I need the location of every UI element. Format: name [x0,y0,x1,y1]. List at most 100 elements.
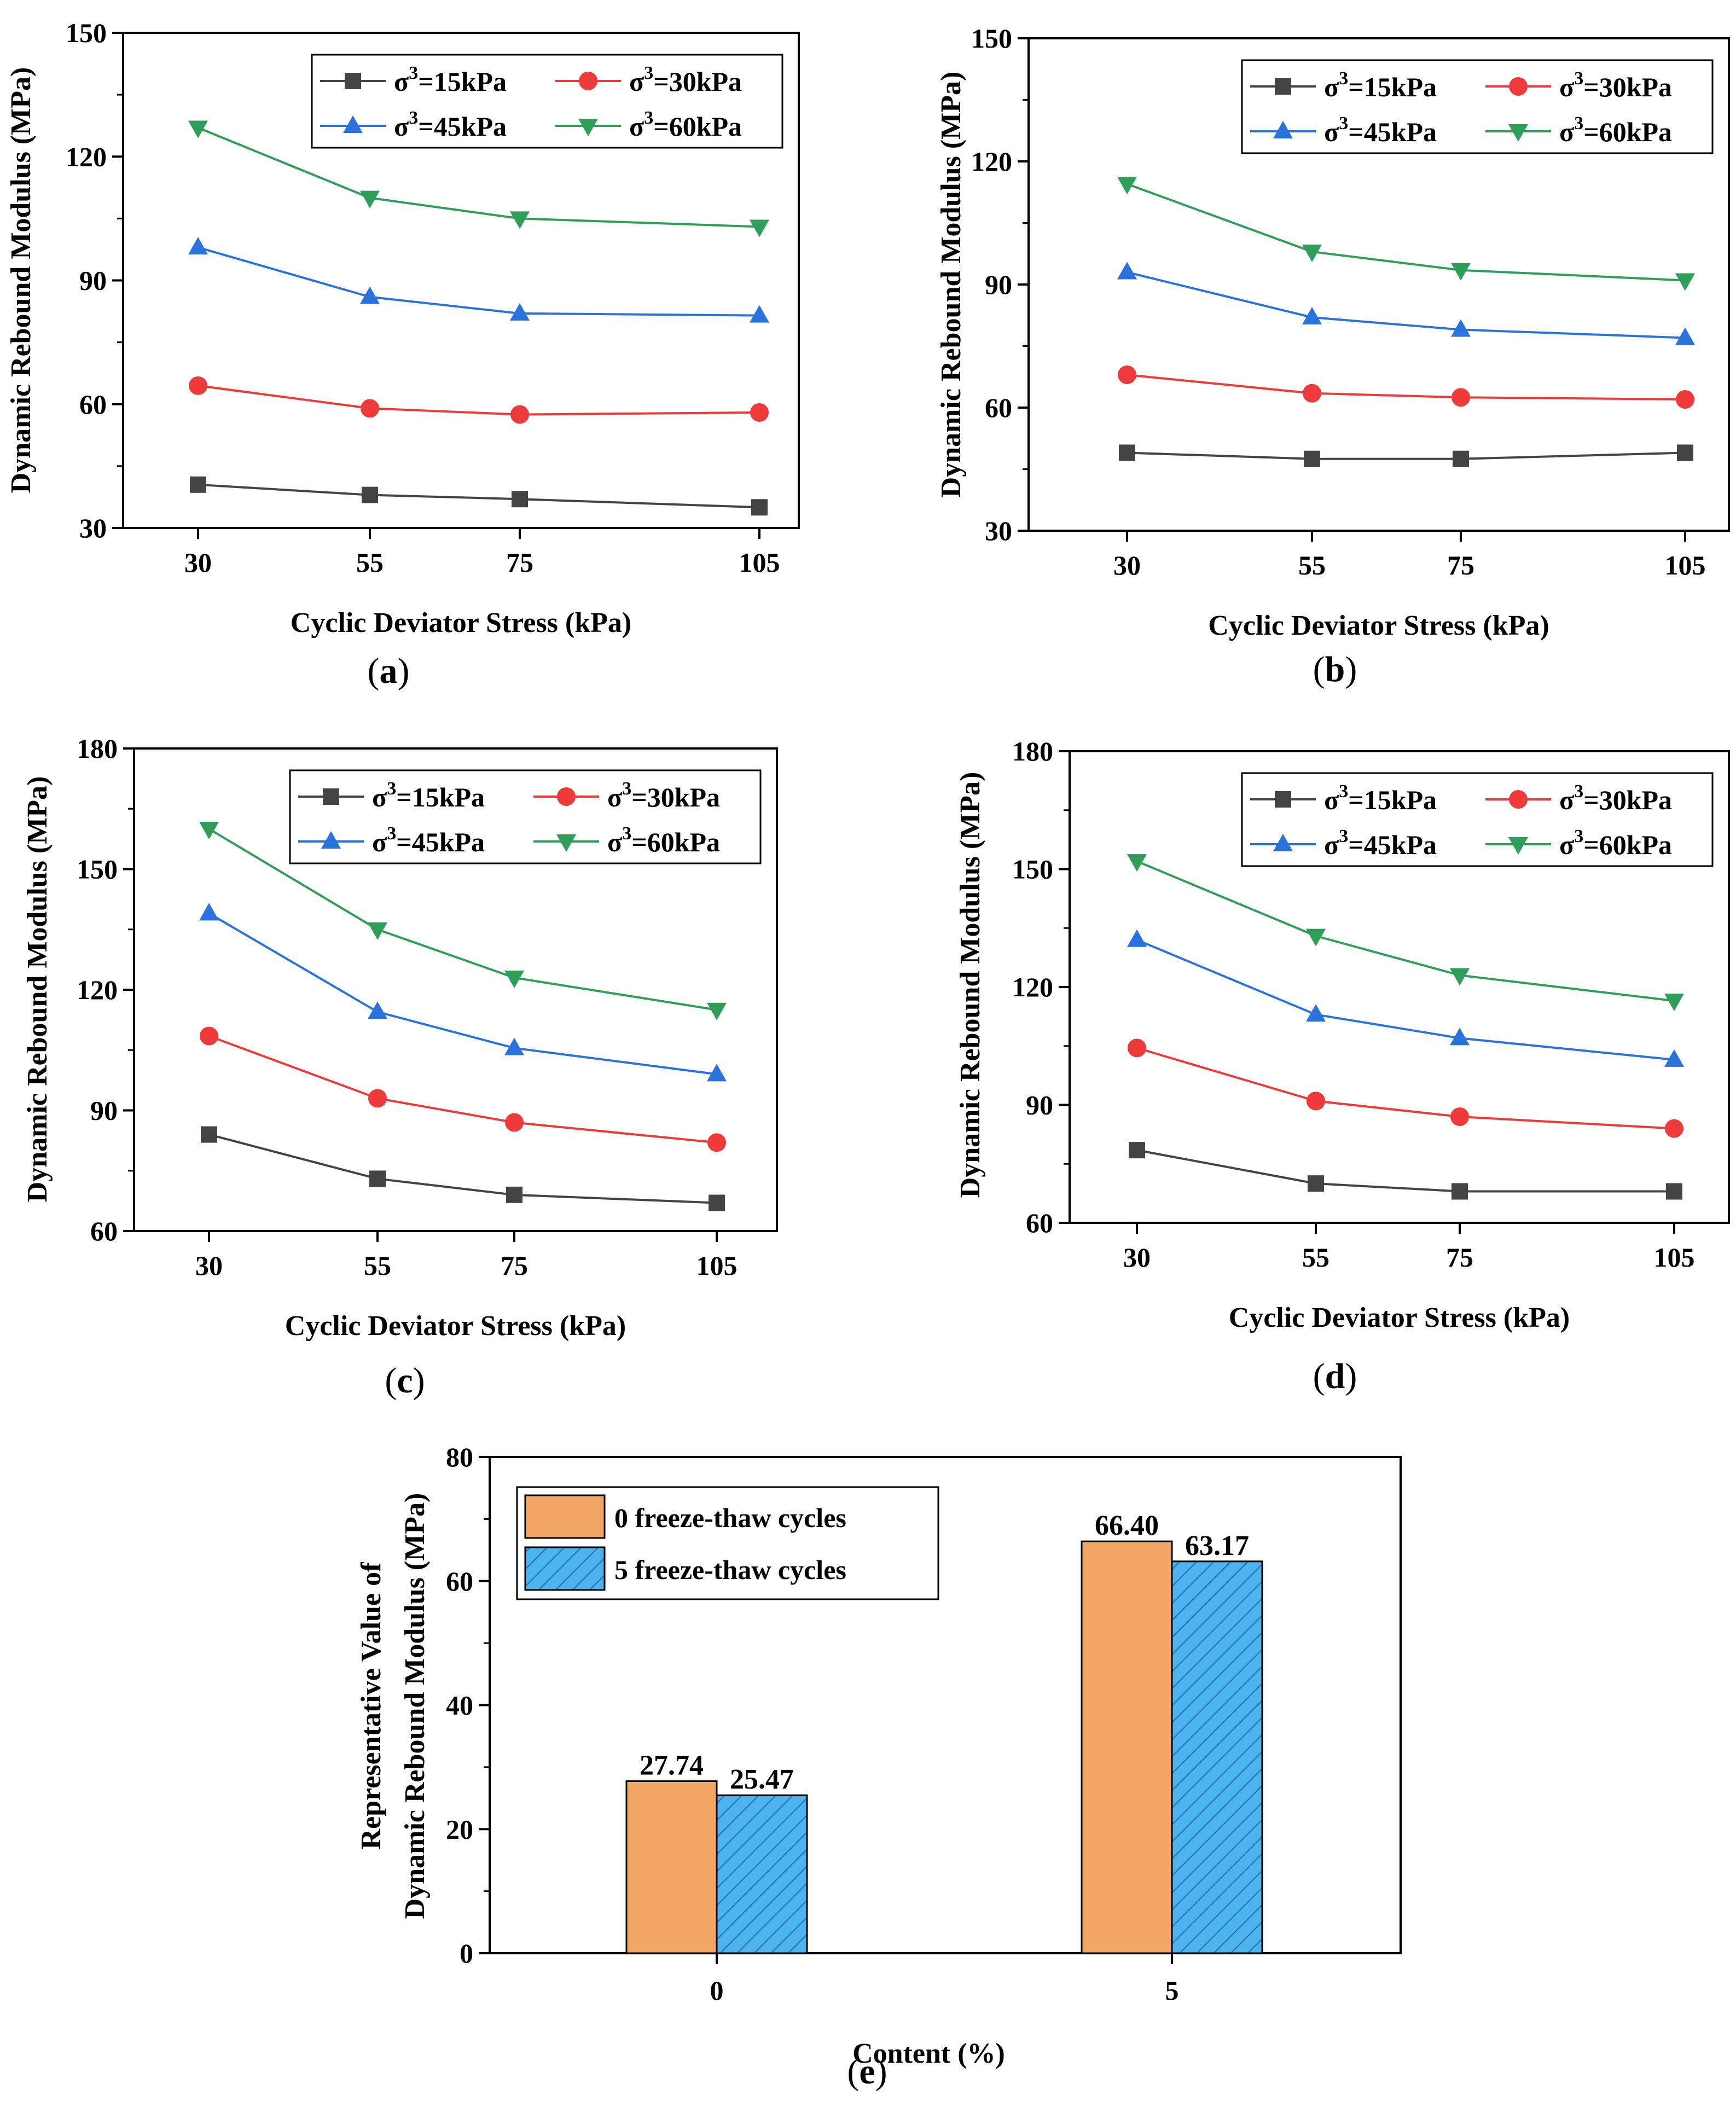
y-tick-label-d: 90 [1026,1090,1053,1121]
panel-e: 0 20 40 60 80 0 27.74 25.47 5 66.40 63.17 Content (… [356,1442,1402,2092]
marker-square-b-0 [1119,444,1135,461]
legend-entry-b-3: σ3=60kPa [1559,113,1672,147]
legend-sup: 3 [1574,113,1583,133]
y-tick-label-b: 30 [985,515,1012,546]
marker-circle-legend-a-1 [579,72,597,90]
legend-entry-c-2: σ3=45kPa [372,823,485,857]
legend-suffix: =15kPa [1348,72,1437,102]
marker-triangle-up-c-2 [707,1064,727,1082]
legend-sigma: σ [1559,785,1574,815]
legend-sigma: σ [1324,72,1339,102]
legend-sup: 3 [1574,781,1583,802]
bar-e-1-1 [1171,1560,1263,1954]
panel-c: 60 90 120 150 180 30 55 75 105 Cyclic Deviator St… [22,733,778,1401]
marker-square-legend-b-0 [1275,78,1291,95]
series-line-d-2 [1136,938,1675,1061]
x-tick-label-c: 30 [195,1250,223,1281]
x-tick-label-b: 30 [1113,550,1141,581]
caption-b: (b) [1313,649,1357,689]
bar-value-label-1-1: 63.17 [1185,1530,1249,1561]
bar-value-label-1-0: 25.47 [730,1764,794,1795]
legend-entry-a-0: σ3=15kPa [394,63,507,97]
marker-circle-d-1 [1128,1038,1146,1058]
marker-triangle-up-legend-d-2 [1273,834,1293,851]
legend-entry-b-1: σ3=30kPa [1559,68,1672,102]
x-tick-label-e: 5 [1165,1975,1179,2006]
legend-sigma: σ [1324,117,1339,147]
legend-suffix: =60kPa [653,111,742,142]
legend-sigma: σ [394,111,409,142]
caption-open: ( [385,1361,397,1401]
marker-triangle-up-d-2 [1664,1049,1684,1067]
legend-entry-c-1: σ3=30kPa [607,779,720,812]
y-tick-label-a: 60 [79,389,107,420]
marker-square-legend-a-0 [345,73,361,89]
caption-letter: a [380,651,398,691]
legend-sigma: σ [372,782,387,812]
legend-entry-e-1: 5 freeze-thaw cycles [614,1554,846,1585]
marker-triangle-down-a-3 [750,219,769,237]
marker-triangle-up-d-2 [1450,1028,1470,1046]
marker-circle-c-1 [707,1133,726,1152]
marker-square-b-0 [1453,450,1469,467]
caption-e: (e) [847,2052,887,2092]
legend-sup: 3 [409,63,418,83]
y-tick-label-c: 60 [90,1216,118,1246]
marker-circle-b-1 [1118,365,1136,384]
series-line-b-1 [1127,374,1686,400]
marker-square-a-0 [362,486,378,503]
caption-letter: d [1325,1356,1345,1396]
x-tick-label-a: 75 [506,547,533,578]
marker-circle-legend-c-1 [557,787,576,806]
legend-sup: 3 [1574,826,1583,846]
legend-suffix: =60kPa [631,827,720,857]
marker-triangle-down-legend-b-3 [1508,124,1528,142]
y-axis-label-line1: Representative Value of [356,1562,387,1849]
legend-entry-d-2: σ3=45kPa [1324,826,1437,860]
marker-triangle-down-a-3 [510,211,530,229]
y-tick-label-a: 30 [79,513,107,543]
legend-sup: 3 [1339,113,1348,133]
legend-suffix: =45kPa [1348,117,1437,147]
y-tick-label-c: 120 [77,974,118,1005]
marker-square-b-0 [1677,444,1693,461]
series-line-c-1 [208,1035,717,1144]
legend-sigma: σ [607,827,622,857]
legend-suffix: =45kPa [418,111,507,142]
marker-triangle-up-d-2 [1306,1004,1326,1022]
x-tick-label-b: 75 [1447,550,1474,581]
x-tick-label-c: 105 [696,1250,738,1281]
series-line-d-0 [1136,1149,1674,1193]
marker-square-b-0 [1304,450,1320,467]
y-tick-label-e: 60 [446,1566,473,1597]
marker-triangle-down-b-3 [1302,245,1322,262]
legend-sigma: σ [1559,117,1574,147]
panel-d: 60 90 120 150 180 30 55 75 105 Cyclic Deviator St… [955,736,1730,1396]
legend-entry-b-2: σ3=45kPa [1324,113,1437,147]
caption-a: (a) [368,651,410,691]
x-tick-label-a: 105 [739,547,780,578]
marker-square-a-0 [190,476,206,493]
marker-triangle-down-c-3 [368,922,387,940]
marker-square-a-0 [512,491,528,508]
legend-entry-c-3: σ3=60kPa [607,823,720,857]
legend-suffix: =15kPa [418,66,507,97]
y-tick-label-d: 180 [1012,736,1053,767]
marker-square-d-0 [1666,1183,1682,1200]
marker-square-d-0 [1451,1183,1468,1200]
x-tick-label-a: 30 [184,547,212,578]
bar-e-1-0 [716,1794,808,1954]
marker-triangle-up-a-2 [510,303,530,321]
marker-circle-d-1 [1450,1107,1469,1127]
series-line-d-1 [1136,1047,1675,1130]
legend-sup: 3 [1574,68,1583,89]
marker-triangle-up-c-2 [504,1037,524,1055]
y-tick-label-c: 180 [77,733,118,764]
legend-sigma: σ [1324,829,1339,860]
y-tick-label-b: 60 [985,392,1012,423]
series-line-b-2 [1127,271,1686,339]
marker-square-d-0 [1308,1175,1324,1192]
